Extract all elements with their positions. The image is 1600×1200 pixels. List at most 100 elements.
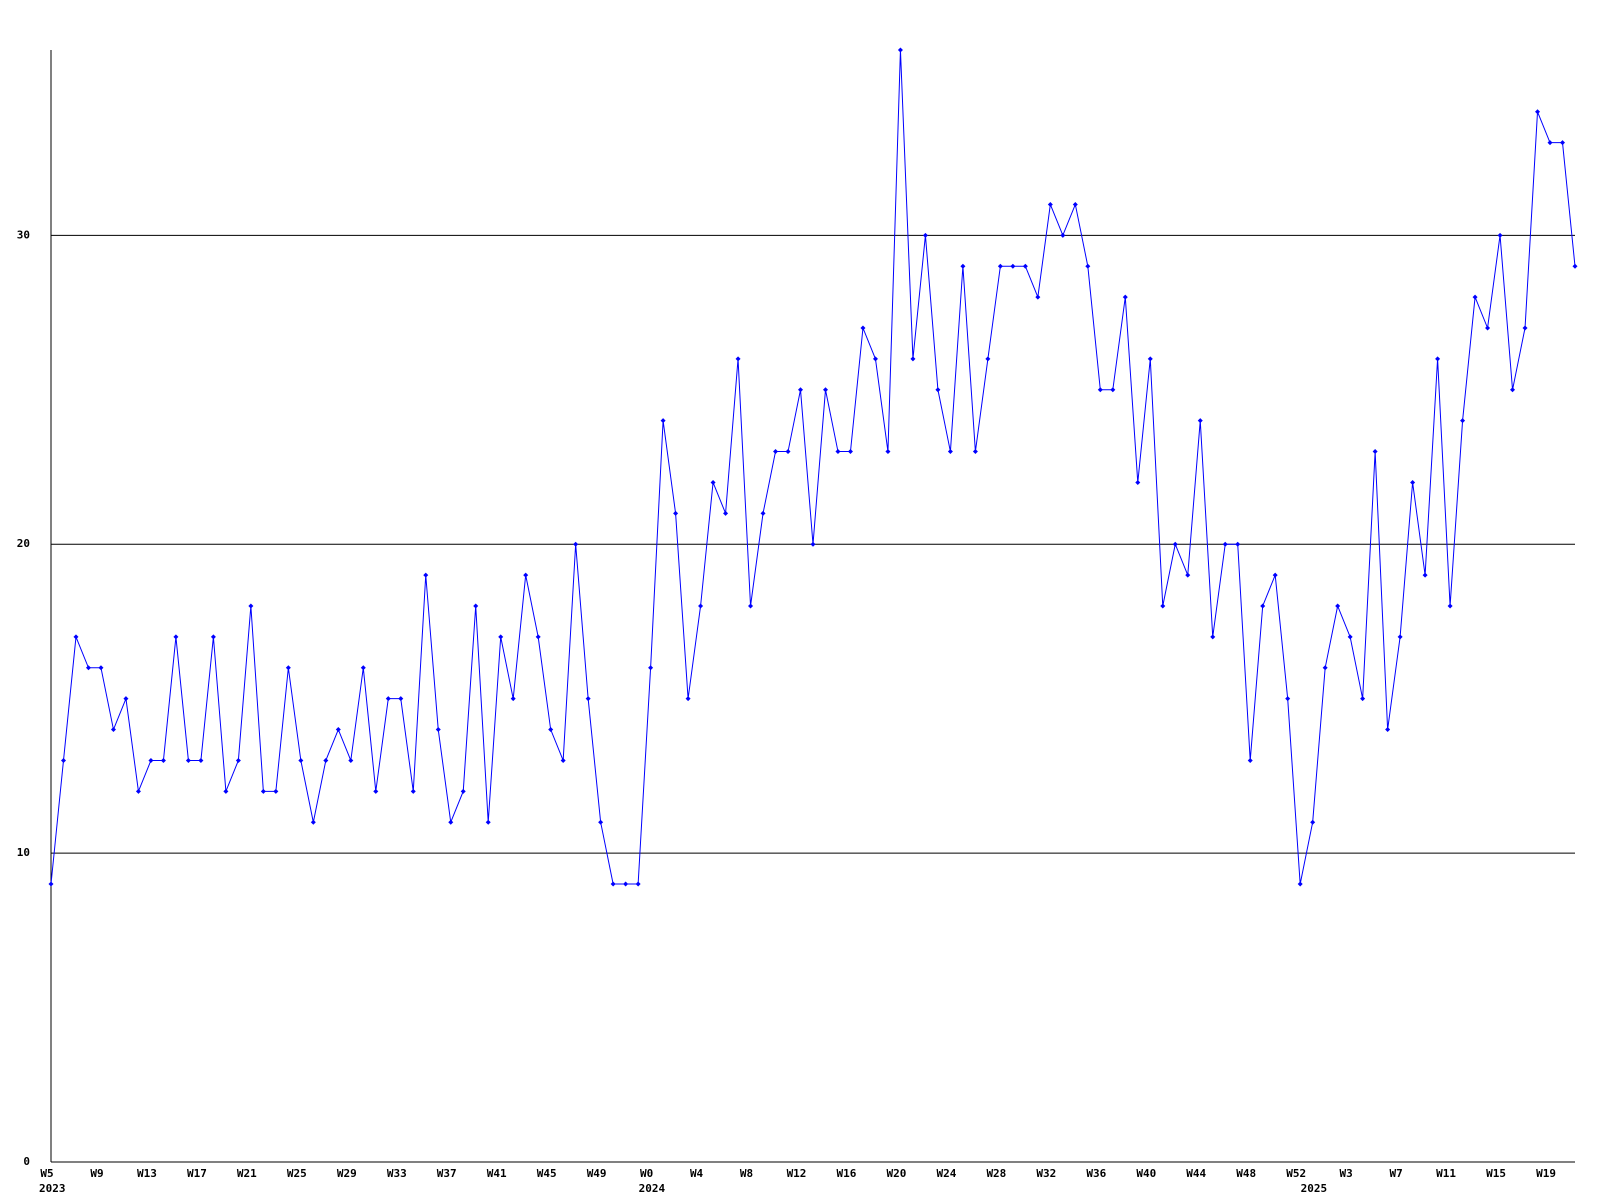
point [1160,603,1166,609]
x-tick-label: W19 [1536,1167,1556,1180]
point [922,232,928,238]
point [1460,418,1466,424]
point [1097,387,1103,393]
point [1347,634,1353,640]
point [648,665,654,671]
point [135,788,141,794]
x-tick-label: W52 [1286,1167,1306,1180]
y-tick-label: 0 [23,1155,30,1168]
point [947,449,953,455]
point [1035,294,1041,300]
point [635,881,641,887]
point [1535,109,1541,115]
point [860,325,866,331]
point [498,634,504,640]
line [50,49,1576,885]
point [810,541,816,547]
point [660,418,666,424]
point [435,727,441,733]
point [348,757,354,763]
x-tick-label: W20 [887,1167,907,1180]
point [972,449,978,455]
point [610,881,616,887]
point [1135,479,1141,485]
x-tick-label: W9 [90,1167,103,1180]
point [872,356,878,362]
point [523,572,529,578]
point [385,696,391,702]
y-tick-label: 30 [17,228,30,241]
x-tick-label: W7 [1389,1167,1402,1180]
point [1022,263,1028,269]
point [723,510,729,516]
point [148,757,154,763]
point [510,696,516,702]
point [1085,263,1091,269]
x-tick-label: W41 [487,1167,507,1180]
point [1297,881,1303,887]
point [1222,541,1228,547]
x-tick-label: W11 [1436,1167,1456,1180]
point [323,757,329,763]
x-tick-label: W33 [387,1167,407,1180]
point [1360,696,1366,702]
point [160,757,166,763]
point [310,819,316,825]
point [598,819,604,825]
point [198,757,204,763]
point [822,387,828,393]
x-group-label: 2024 [639,1182,666,1195]
point [1397,634,1403,640]
point [110,727,116,733]
x-tick-label: W36 [1086,1167,1106,1180]
x-tick-label: W37 [437,1167,457,1180]
y-tick-label: 10 [17,846,30,859]
point [1247,757,1253,763]
point [285,665,291,671]
point [1122,294,1128,300]
x-tick-label: W5 [40,1167,53,1180]
point [1210,634,1216,640]
x-group-label: 2023 [39,1182,66,1195]
point [798,387,804,393]
point [223,788,229,794]
point [73,634,79,640]
point [48,881,54,887]
point [235,757,241,763]
x-tick-label: W8 [740,1167,753,1180]
x-tick-label: W25 [287,1167,307,1180]
point [997,263,1003,269]
x-tick-label: W32 [1036,1167,1056,1180]
x-tick-label: W4 [690,1167,704,1180]
point [960,263,966,269]
point [1197,418,1203,424]
point [1072,201,1078,207]
x-tick-label: W0 [640,1167,653,1180]
point [935,387,941,393]
point [1260,603,1266,609]
point [273,788,279,794]
point [910,356,916,362]
point [1185,572,1191,578]
point [760,510,766,516]
point [1047,201,1053,207]
point [535,634,541,640]
point [710,479,716,485]
point [1335,603,1341,609]
point [847,449,853,455]
point [1510,387,1516,393]
point [1522,325,1528,331]
point [335,727,341,733]
x-tick-label: W24 [936,1167,956,1180]
point [60,757,66,763]
y-tick-label: 20 [17,537,30,550]
x-tick-label: W29 [337,1167,357,1180]
x-tick-label: W44 [1186,1167,1206,1180]
point [460,788,466,794]
x-tick-label: W49 [587,1167,607,1180]
point [573,541,579,547]
x-tick-label: W3 [1340,1167,1353,1180]
point [85,665,91,671]
point [1310,819,1316,825]
point [773,449,779,455]
